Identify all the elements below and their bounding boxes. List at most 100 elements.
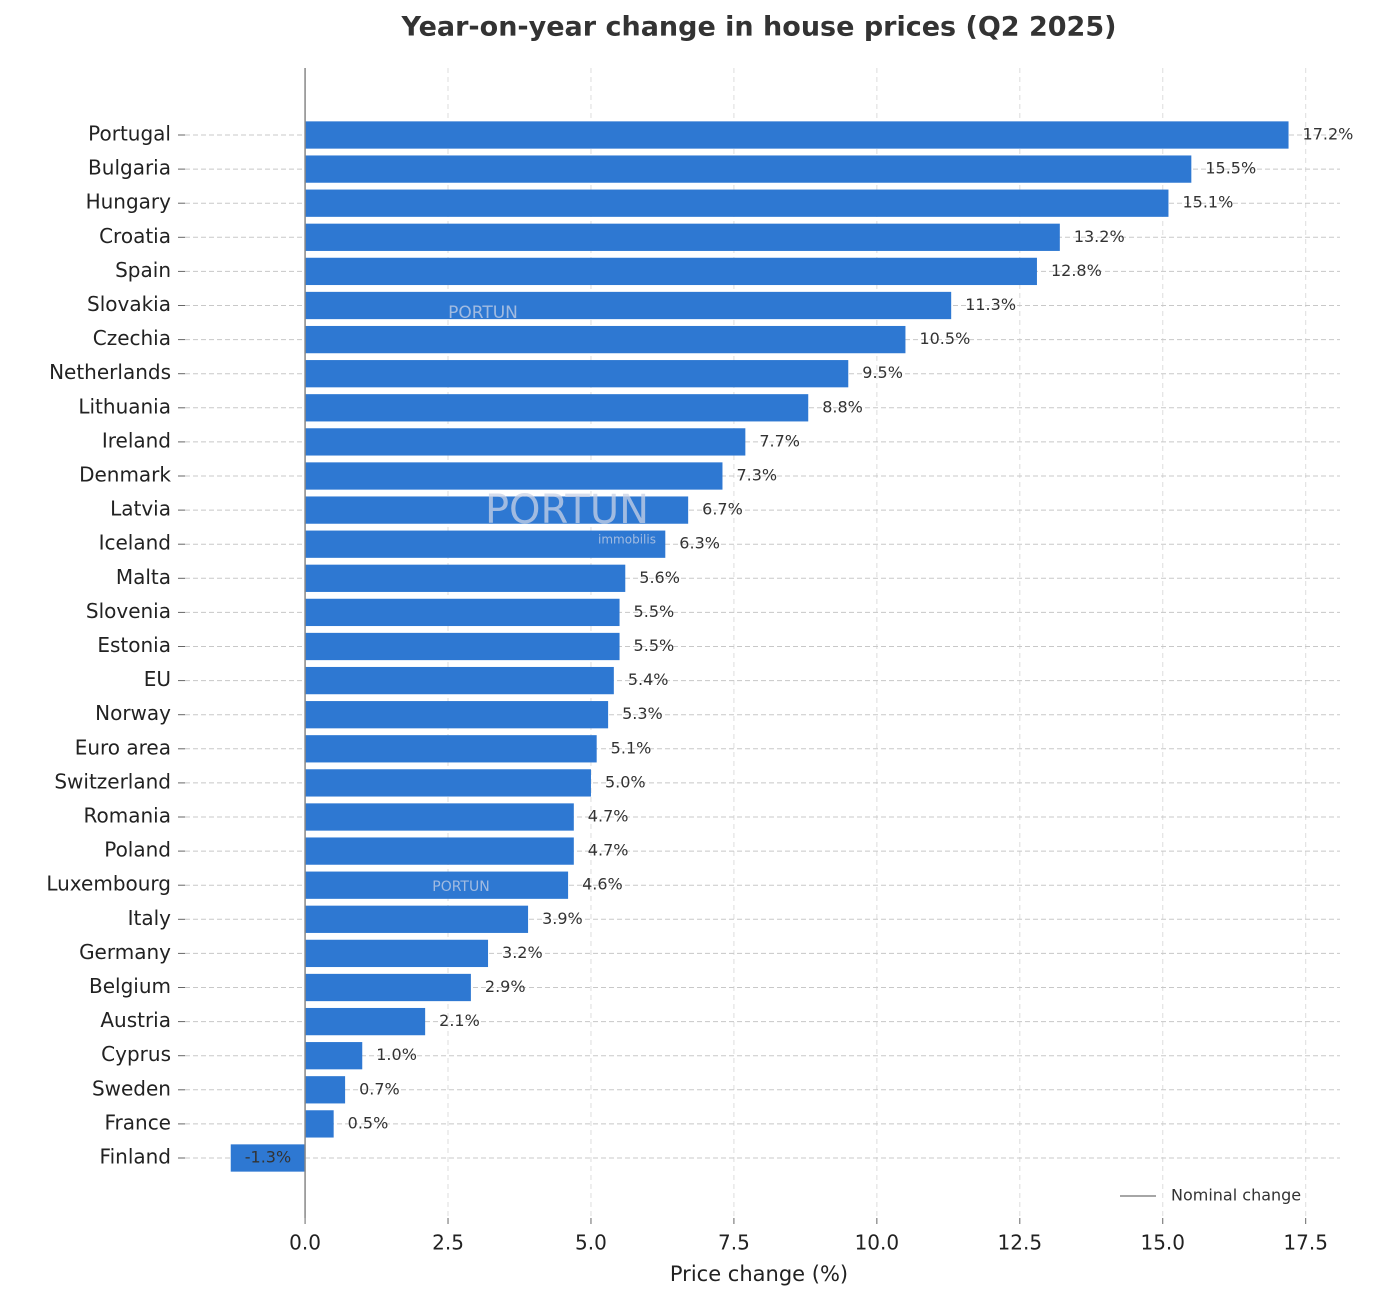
value-label: 10.5% — [919, 329, 970, 348]
watermark: PORTUN — [448, 303, 518, 323]
bar — [305, 530, 666, 558]
value-label: 0.7% — [359, 1079, 400, 1098]
bar — [305, 394, 809, 422]
x-tick-label: 0.0 — [289, 1231, 321, 1255]
bar — [305, 155, 1192, 183]
y-tick-label: Sweden — [92, 1076, 171, 1100]
value-label: 15.1% — [1182, 193, 1233, 212]
value-label: -1.3% — [245, 1148, 291, 1167]
value-label: 0.5% — [348, 1113, 389, 1132]
bar — [305, 871, 569, 899]
y-tick-label: Estonia — [97, 633, 171, 657]
value-label: 9.5% — [862, 363, 903, 382]
y-tick-label: Iceland — [99, 531, 171, 555]
bar — [305, 291, 952, 320]
x-tick-label: 17.5 — [1283, 1231, 1328, 1255]
y-tick-label: Luxembourg — [46, 872, 171, 896]
y-tick-label: Belgium — [89, 974, 171, 998]
y-tick-label: Lithuania — [78, 394, 171, 418]
y-tick-label: Czechia — [93, 326, 171, 350]
bar — [305, 905, 529, 933]
bar — [305, 837, 574, 865]
y-tick-label: Euro area — [75, 735, 171, 759]
value-label: 15.5% — [1205, 159, 1256, 178]
y-tick-label: Spain — [115, 258, 171, 282]
bar — [305, 257, 1037, 286]
x-tick-label: 12.5 — [998, 1231, 1043, 1255]
y-tick-label: Hungary — [86, 190, 172, 214]
value-label: 11.3% — [965, 295, 1016, 314]
x-tick-label: 15.0 — [1140, 1231, 1185, 1255]
y-tick-label: Italy — [128, 906, 172, 930]
bar — [305, 462, 723, 490]
y-tick-label: Switzerland — [54, 769, 171, 793]
y-tick-label: Austria — [100, 1008, 171, 1032]
bar — [305, 769, 591, 797]
bar — [305, 666, 614, 695]
y-tick-label: France — [104, 1110, 171, 1134]
y-tick-label: Slovenia — [86, 599, 171, 623]
bar — [305, 939, 489, 968]
bar — [305, 1110, 334, 1138]
bar — [305, 632, 620, 661]
value-label: 6.7% — [702, 500, 743, 519]
y-tick-label: Slovakia — [87, 292, 171, 316]
bar — [305, 598, 620, 627]
value-label: 3.9% — [542, 909, 583, 928]
value-label: 8.8% — [822, 397, 863, 416]
value-label: 3.2% — [502, 943, 543, 962]
y-tick-label: Portugal — [88, 122, 171, 146]
y-tick-label: Croatia — [99, 224, 171, 248]
x-tick-label: 2.5 — [432, 1231, 464, 1255]
value-label: 5.5% — [634, 602, 675, 621]
y-tick-label: EU — [144, 667, 171, 691]
y-tick-label: Germany — [79, 940, 171, 964]
bar — [305, 223, 1060, 251]
bar — [305, 496, 689, 524]
value-label: 1.0% — [376, 1045, 417, 1064]
legend-label: Nominal change — [1171, 1186, 1301, 1205]
value-label: 4.7% — [588, 807, 629, 826]
value-label: 2.1% — [439, 1011, 480, 1030]
value-label: 5.4% — [628, 670, 669, 689]
y-tick-label: Latvia — [110, 497, 171, 521]
bar — [305, 189, 1169, 217]
value-label: 5.3% — [622, 704, 663, 723]
bar — [305, 428, 746, 456]
y-tick-label: Denmark — [79, 463, 171, 487]
value-label: 7.7% — [759, 431, 800, 450]
bar — [230, 1144, 306, 1172]
watermark: immobilis — [598, 533, 656, 547]
value-label: 4.6% — [582, 875, 623, 894]
y-tick-label: Finland — [100, 1145, 171, 1169]
value-label: 4.7% — [588, 841, 629, 860]
bar — [305, 1076, 346, 1104]
y-tick-label: Ireland — [102, 428, 171, 452]
value-label: 7.3% — [736, 466, 777, 485]
bar — [305, 735, 597, 763]
value-label: 2.9% — [485, 977, 526, 996]
watermark: PORTUN — [485, 487, 649, 533]
bar — [305, 1042, 363, 1070]
watermark: PORTUN — [432, 879, 489, 895]
value-label: 17.2% — [1303, 125, 1354, 144]
x-tick-label: 5.0 — [575, 1231, 607, 1255]
bar — [305, 701, 609, 729]
y-tick-label: Bulgaria — [88, 156, 171, 180]
value-label: 5.6% — [639, 568, 680, 587]
value-label: 12.8% — [1051, 261, 1102, 280]
bar — [305, 121, 1289, 149]
x-tick-label: 10.0 — [855, 1231, 900, 1255]
bar — [305, 973, 471, 1002]
bar — [305, 325, 906, 354]
value-label: 5.0% — [605, 772, 646, 791]
y-tick-label: Norway — [95, 701, 171, 725]
bar — [305, 1007, 426, 1036]
bar — [305, 803, 574, 831]
y-tick-label: Romania — [84, 804, 171, 828]
x-tick-label: 7.5 — [718, 1231, 750, 1255]
x-axis-label: Price change (%) — [670, 1262, 848, 1286]
y-tick-label: Poland — [104, 838, 171, 862]
bar — [305, 564, 626, 592]
